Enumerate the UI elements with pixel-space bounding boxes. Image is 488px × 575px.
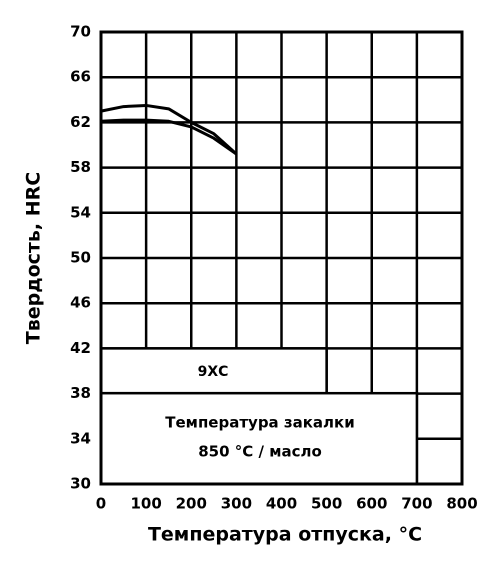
y-tick-label: 62 <box>70 113 91 131</box>
x-tick-label: 100 <box>130 495 161 513</box>
x-tick-label: 800 <box>446 495 477 513</box>
y-tick-label: 42 <box>70 339 91 357</box>
x-tick-label: 700 <box>401 495 432 513</box>
y-axis-label: Твердость, HRC <box>23 172 45 344</box>
annotation-box <box>99 391 419 486</box>
line-series <box>100 118 238 156</box>
plot-frame <box>99 30 464 486</box>
x-tick-label: 200 <box>176 495 207 513</box>
x-tick-label: 500 <box>311 495 342 513</box>
y-tick-label: 50 <box>70 249 91 267</box>
x-tick-label: 400 <box>266 495 297 513</box>
quench-label: 850 °С / масло <box>198 443 322 461</box>
y-tick-label: 30 <box>70 475 91 493</box>
y-tick-label: 46 <box>70 294 91 312</box>
y-tick-label: 54 <box>70 203 91 221</box>
y-tick-label: 34 <box>70 429 91 447</box>
x-tick-label: 600 <box>356 495 387 513</box>
y-tick-label: 58 <box>70 158 91 176</box>
x-tick-label: 0 <box>96 495 106 513</box>
steel-label: 9ХС <box>198 364 229 380</box>
x-tick-label: 300 <box>221 495 252 513</box>
line-series <box>100 103 238 156</box>
y-tick-label: 66 <box>70 68 91 86</box>
quench-label: Температура закалки <box>165 414 354 432</box>
x-axis-label: Температура отпуска, °С <box>148 524 422 546</box>
y-tick-label: 38 <box>70 384 91 402</box>
y-tick-label: 70 <box>70 23 91 41</box>
